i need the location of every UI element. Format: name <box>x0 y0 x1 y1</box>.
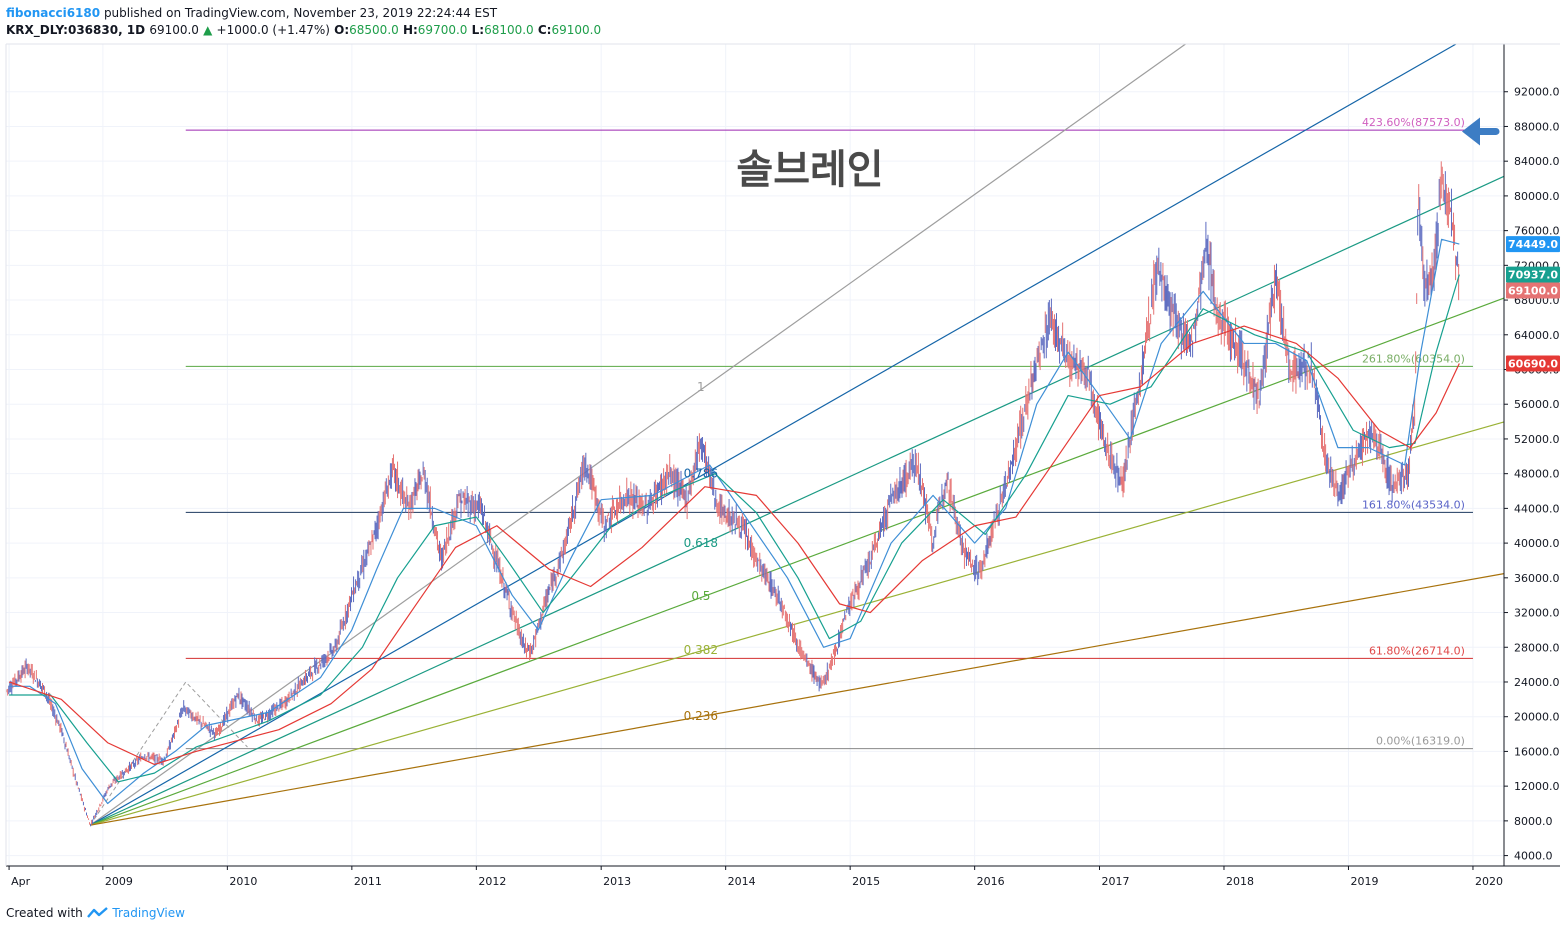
price-badge-label-1: 70937.0 <box>1508 269 1558 282</box>
price-badge-label-0: 74449.0 <box>1508 238 1558 251</box>
low-value: 68100.0 <box>484 23 534 37</box>
ma-line-mid <box>9 274 1460 783</box>
high-label: H: <box>402 23 418 37</box>
high-value: 69700.0 <box>417 23 468 37</box>
arrow-head <box>1462 117 1480 146</box>
last-price: 69100.0 <box>149 23 199 37</box>
price-badge-2 <box>1506 282 1560 299</box>
close-value: 69100.0 <box>551 23 602 37</box>
y-tick-label-8: 36000.0 <box>1514 572 1560 585</box>
axes[interactable]: 4000.0 8000.0 12000.0 16000.0 20000.0 24000.0… <box>5 43 1560 888</box>
x-tick-label-11: 2019 <box>1350 875 1378 888</box>
published-text: published on TradingView.com, November 2… <box>103 6 498 20</box>
fan-guide-path <box>89 681 248 826</box>
y-tick-label-9: 40000.0 <box>1514 537 1560 550</box>
open-label: O: <box>334 23 350 37</box>
chart-title: 솔브레인 <box>736 147 883 193</box>
ma-line-slow <box>8 325 1460 766</box>
fan-label-5: 0.236 <box>684 709 718 723</box>
drawing-labels: 1 0.786 0.618 0.5 0.382 0.236 <box>684 380 718 723</box>
fan-line-3 <box>90 297 1505 826</box>
author-name[interactable]: fibonacci6180 <box>6 6 101 20</box>
ma-line-fast <box>9 238 1460 805</box>
y-tick-label-1: 8000.0 <box>1514 815 1553 828</box>
fan-label-1: 0.786 <box>684 467 718 481</box>
fan-label-3: 0.5 <box>691 589 710 603</box>
y-tick-label-5: 24000.0 <box>1514 676 1560 689</box>
footer: Created with TradingView <box>6 905 185 921</box>
fib-level-label-0: 423.60%(87573.0) <box>1362 116 1465 129</box>
x-tick-label-1: 2009 <box>105 875 133 888</box>
fib-level-label-4: 0.00%(16319.0) <box>1376 735 1465 748</box>
x-tick-label-9: 2017 <box>1101 875 1129 888</box>
fib-level-label-1: 261.80%(60354.0) <box>1362 352 1465 365</box>
price-badge-3 <box>1506 355 1560 372</box>
fan-line-0 <box>89 43 1186 826</box>
tradingview-brand[interactable]: TradingView <box>112 906 185 920</box>
y-tick-label-2: 12000.0 <box>1514 780 1560 793</box>
x-tick-label-12: 2020 <box>1475 875 1503 888</box>
fan-line-1 <box>89 43 1457 826</box>
x-tick-label-8: 2016 <box>977 875 1005 888</box>
fan-line-2 <box>89 175 1505 826</box>
y-tick-label-19: 80000.0 <box>1514 190 1560 203</box>
x-tick-label-0: Apr <box>11 875 31 888</box>
fib-retracement[interactable]: 423.60%(87573.0)261.80%(60354.0)161.80%(… <box>185 116 1473 750</box>
y-tick-label-0: 4000.0 <box>1514 850 1553 863</box>
fib-level-label-2: 161.80%(43534.0) <box>1362 498 1465 511</box>
price-badge-label-2: 69100.0 <box>1508 285 1558 298</box>
x-tick-label-2: 2010 <box>229 875 257 888</box>
fib-level-label-3: 61.80%(26714.0) <box>1369 644 1465 657</box>
price-badge-0 <box>1506 236 1560 253</box>
created-with-text: Created with <box>6 906 83 920</box>
fan-line-4 <box>90 421 1505 826</box>
moving-averages <box>8 238 1460 805</box>
y-tick-label-18: 76000.0 <box>1514 225 1560 238</box>
symbol-label: KRX_DLY:036830, 1D <box>6 23 146 37</box>
y-tick-label-22: 92000.0 <box>1514 86 1560 99</box>
x-tick-label-10: 2018 <box>1226 875 1254 888</box>
y-tick-label-11: 48000.0 <box>1514 468 1560 481</box>
open-value: 68500.0 <box>349 23 399 37</box>
tradingview-logo-icon <box>86 907 108 918</box>
chart-header: fibonacci6180 published on TradingView.c… <box>6 5 497 21</box>
x-tick-label-3: 2011 <box>354 875 382 888</box>
y-tick-label-6: 28000.0 <box>1514 641 1560 654</box>
fan-line-5 <box>90 573 1505 826</box>
y-tick-label-20: 84000.0 <box>1514 155 1560 168</box>
x-tick-label-7: 2015 <box>852 875 880 888</box>
x-tick-label-4: 2012 <box>478 875 506 888</box>
up-triangle-icon: ▲ <box>203 23 213 37</box>
ohlc-legend: KRX_DLY:036830, 1D 69100.0 ▲ +1000.0 (+1… <box>6 22 601 38</box>
y-tick-label-10: 44000.0 <box>1514 502 1560 515</box>
candles <box>6 161 1460 827</box>
annotation-arrow-icon <box>1462 117 1500 146</box>
x-tick-label-5: 2013 <box>603 875 631 888</box>
fan-label-2: 0.618 <box>684 536 718 550</box>
y-tick-label-21: 88000.0 <box>1514 120 1560 133</box>
y-tick-label-4: 20000.0 <box>1514 711 1560 724</box>
low-label: L: <box>471 23 485 37</box>
fib-fan[interactable] <box>89 43 1505 826</box>
y-tick-label-7: 32000.0 <box>1514 607 1560 620</box>
y-tick-label-12: 52000.0 <box>1514 433 1560 446</box>
y-tick-label-3: 16000.0 <box>1514 745 1560 758</box>
y-tick-label-15: 64000.0 <box>1514 329 1560 342</box>
price-badge-1 <box>1506 266 1560 283</box>
change-value: +1000.0 (+1.47%) <box>216 23 330 37</box>
y-tick-label-13: 56000.0 <box>1514 398 1560 411</box>
fan-label-0: 1 <box>697 380 705 394</box>
close-label: C: <box>537 23 552 37</box>
price-badge-label-3: 60690.0 <box>1508 358 1558 371</box>
fan-label-4: 0.382 <box>684 643 718 657</box>
x-tick-label-6: 2014 <box>728 875 756 888</box>
